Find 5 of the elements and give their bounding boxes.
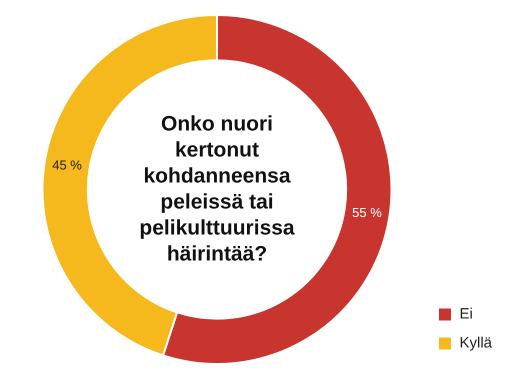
- data-label: 45 %: [52, 157, 82, 172]
- text: Onko nuori kertonut kohdanneensa peleissä tai pelikulttuurissa häirintää?: [139, 112, 295, 266]
- data-label: 55 %: [352, 204, 382, 220]
- legend-label: Ei: [459, 306, 473, 323]
- legend-label: Kyllä: [459, 334, 493, 352]
